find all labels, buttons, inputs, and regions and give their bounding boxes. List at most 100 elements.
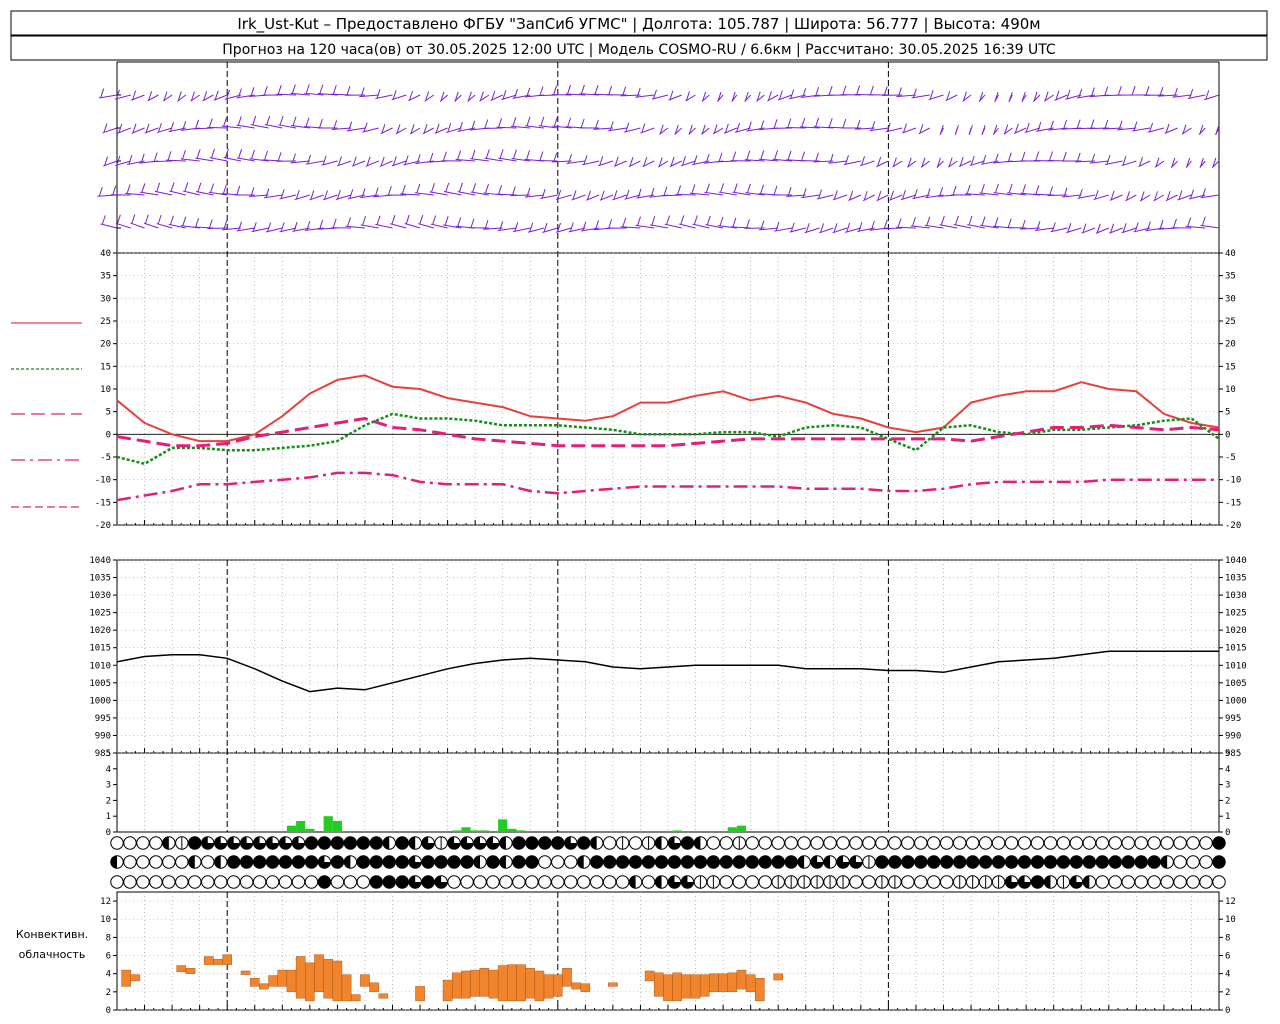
cloud-symbol bbox=[291, 875, 306, 889]
conv-bar bbox=[736, 969, 747, 990]
wind-barb-feather bbox=[348, 121, 353, 131]
wind-barb-feather bbox=[829, 153, 834, 164]
cloud-symbol bbox=[589, 875, 604, 889]
cloud-symbol-fill bbox=[188, 836, 201, 850]
cloud-symbol-fill bbox=[292, 836, 305, 850]
wind-barb-feather bbox=[498, 118, 503, 128]
wind-barb bbox=[804, 227, 820, 234]
wind-barb-feather bbox=[790, 89, 795, 99]
wind-barb bbox=[390, 223, 407, 229]
cloud-symbol-fill bbox=[733, 855, 746, 869]
wind-barb-feather bbox=[1044, 91, 1049, 101]
pres-ytick-label-left: 1010 bbox=[89, 661, 111, 671]
cloud-symbol bbox=[641, 875, 656, 889]
cloud-symbol-fill bbox=[694, 855, 707, 869]
wind-barb-feather bbox=[846, 222, 851, 233]
cloud-symbol bbox=[1199, 836, 1213, 850]
wind-barb bbox=[156, 223, 173, 229]
wind-barb-feather bbox=[396, 124, 401, 134]
pres-ytick-label-left: 1030 bbox=[89, 591, 111, 601]
wind-barb-feather bbox=[954, 215, 959, 226]
wind-barb-feather bbox=[774, 150, 779, 160]
wind-barb bbox=[1066, 227, 1082, 234]
conv-bar bbox=[240, 970, 251, 975]
wind-barb-feather bbox=[897, 218, 902, 228]
wind-barb-feather bbox=[701, 124, 706, 134]
wind-barb bbox=[566, 160, 586, 164]
wind-barb bbox=[248, 194, 269, 197]
cloud-symbol-fill bbox=[668, 855, 681, 869]
cloud-symbol bbox=[486, 875, 500, 889]
wind-barb-feather bbox=[720, 183, 725, 193]
prec-ytick-label-left: 5 bbox=[106, 749, 111, 759]
conv-ytick-label-left: 12 bbox=[100, 897, 111, 907]
wind-barb-feather bbox=[828, 86, 833, 96]
wind-barb-feather bbox=[153, 152, 158, 162]
wind-barb-feather bbox=[391, 215, 396, 225]
wind-barb-feather bbox=[145, 123, 150, 133]
wind-barb bbox=[620, 94, 641, 97]
conv-bar bbox=[451, 972, 462, 999]
cloud-symbol bbox=[564, 855, 578, 869]
wind-barb bbox=[640, 127, 655, 134]
wind-barb bbox=[669, 160, 682, 168]
wind-barb bbox=[359, 94, 379, 98]
wind-barb-feather bbox=[223, 220, 228, 230]
wind-barb bbox=[98, 94, 118, 99]
wind-barb bbox=[745, 192, 765, 196]
cloud-symbol bbox=[836, 836, 850, 850]
wind-barb-feather bbox=[613, 190, 618, 200]
wind-barb-feather bbox=[1055, 90, 1060, 100]
cloud-symbol bbox=[991, 836, 1006, 850]
wind-barb-feather bbox=[901, 190, 906, 200]
wind-barb-feather bbox=[666, 215, 671, 225]
cloud-symbol bbox=[927, 836, 941, 850]
conv-bar bbox=[185, 968, 196, 974]
cloud-symbol bbox=[888, 836, 902, 850]
wind-barb-feather bbox=[181, 149, 186, 160]
cloud-symbol-fill bbox=[746, 855, 759, 869]
wind-barb bbox=[1035, 227, 1054, 232]
wind-barb-feather bbox=[981, 125, 986, 135]
wind-barb-feather bbox=[100, 88, 105, 98]
wind-barb-feather bbox=[869, 85, 874, 95]
wind-barb-feather bbox=[747, 121, 752, 131]
wind-barb-feather bbox=[979, 91, 984, 102]
cloud-symbol-fill bbox=[240, 855, 253, 869]
wind-barb-feather bbox=[101, 215, 106, 225]
wind-barb-feather bbox=[622, 217, 627, 228]
wind-barb-feather bbox=[820, 223, 825, 233]
wind-barb-feather bbox=[693, 215, 698, 225]
wind-barb-feather bbox=[681, 156, 686, 166]
wind-barb-feather bbox=[252, 115, 257, 126]
wind-barb-feather bbox=[223, 117, 228, 127]
pres-ytick-label-right: 1025 bbox=[1225, 609, 1247, 619]
wind-barb-feather bbox=[1035, 151, 1040, 161]
wind-barb bbox=[651, 94, 669, 100]
wind-barb-feather bbox=[1008, 183, 1013, 194]
wind-barb bbox=[586, 194, 600, 201]
wind-barb bbox=[443, 224, 462, 229]
wind-barb bbox=[144, 127, 159, 134]
wind-barb bbox=[263, 194, 283, 199]
wind-barb-feather bbox=[237, 88, 242, 98]
wind-barb-feather bbox=[674, 124, 679, 135]
wind-barb bbox=[278, 124, 297, 129]
wind-barb-feather bbox=[802, 188, 807, 198]
cloud-symbol-fill bbox=[1212, 855, 1226, 869]
wind-barb bbox=[854, 127, 875, 130]
cloud-symbol bbox=[745, 836, 759, 850]
wind-barb bbox=[1081, 227, 1096, 234]
wind-barb bbox=[1117, 127, 1137, 131]
wind-barb bbox=[236, 124, 255, 129]
wind-barb-feather bbox=[1062, 151, 1067, 162]
pres-ytick-label-right: 1000 bbox=[1225, 696, 1247, 706]
wind-barb-feather bbox=[1076, 152, 1081, 162]
wind-barb-feather bbox=[856, 119, 861, 130]
conv-bar bbox=[534, 970, 545, 1002]
wind-barb-feather bbox=[210, 183, 215, 193]
wind-barb-feather bbox=[705, 153, 710, 164]
wind-barb bbox=[224, 94, 242, 100]
wind-barb-feather bbox=[1117, 85, 1122, 96]
wind-barb bbox=[910, 225, 930, 229]
